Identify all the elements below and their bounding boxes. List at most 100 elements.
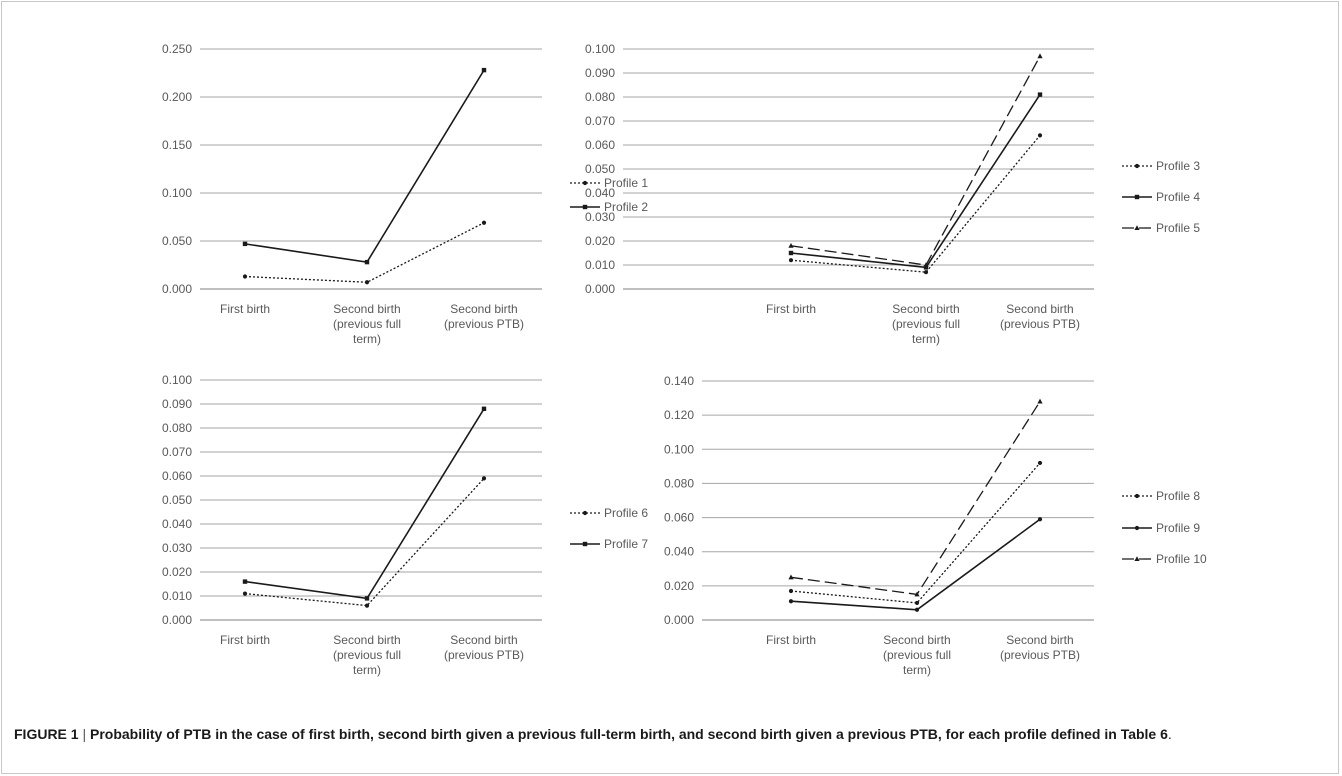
x-category-label: Second birth (previous full term) <box>333 302 401 346</box>
data-point <box>923 262 929 267</box>
x-category-label-line: Second birth <box>333 302 400 316</box>
caption-label: FIGURE 1 <box>14 726 79 742</box>
x-category-label-line: (previous PTB) <box>444 648 524 662</box>
y-tick-label: 0.020 <box>585 234 615 248</box>
x-category-label-line: (previous full <box>883 648 951 662</box>
legend-label: Profile 6 <box>604 506 648 520</box>
x-category-label-line: (previous PTB) <box>1000 317 1080 331</box>
x-category-label-line: term) <box>353 663 381 677</box>
y-tick-label: 0.000 <box>162 282 192 296</box>
data-point <box>788 588 794 594</box>
legend-label: Profile 4 <box>1156 190 1200 204</box>
data-point <box>1037 92 1043 97</box>
data-point <box>242 241 248 247</box>
x-category-label-line: (previous full <box>892 317 960 331</box>
y-tick-label: 0.040 <box>585 186 615 200</box>
x-category-label-line: Second birth <box>1006 633 1073 647</box>
data-point <box>1037 517 1043 522</box>
data-point <box>481 220 487 225</box>
data-point <box>1037 460 1043 466</box>
legend-label: Profile 9 <box>1156 521 1200 535</box>
legend-marker <box>582 510 588 516</box>
legend-label: Profile 2 <box>604 200 648 214</box>
legend-label: Profile 3 <box>1156 159 1200 173</box>
x-category-label-line: Second birth <box>883 633 950 647</box>
legend-label: Profile 1 <box>604 176 648 190</box>
x-category-label-line: Second birth <box>450 633 517 647</box>
data-point <box>923 265 929 270</box>
series-line-profile-6 <box>244 477 485 607</box>
data-point <box>364 596 370 601</box>
legend-marker <box>1134 493 1140 499</box>
series-line-profile-10 <box>790 401 1041 596</box>
y-tick-label: 0.000 <box>162 613 192 627</box>
data-point <box>788 599 794 604</box>
chart-3: 0.000 0.010 0.020 0.030 0.040 0.050 0.060 0.070… <box>162 373 648 677</box>
x-category-label: Second birth (previous PTB) <box>444 633 524 662</box>
y-tick-label: 0.100 <box>585 42 615 56</box>
legend-label: Profile 10 <box>1156 552 1207 566</box>
y-tick-label: 0.080 <box>162 421 192 435</box>
y-tick-label: 0.000 <box>664 613 694 627</box>
x-category-label: Second birth (previous full term) <box>892 302 960 346</box>
x-category-label-line: term) <box>353 332 381 346</box>
y-tick-label: 0.030 <box>162 541 192 555</box>
x-category-label-line: First birth <box>766 633 816 647</box>
data-point <box>242 579 248 584</box>
data-point <box>1037 133 1043 138</box>
y-tick-label: 0.200 <box>162 90 192 104</box>
y-tick-label: 0.040 <box>162 517 192 531</box>
data-point <box>242 274 248 279</box>
x-category-label: Second birth (previous PTB) <box>444 302 524 331</box>
legend-marker <box>1134 525 1140 531</box>
data-point <box>788 243 794 248</box>
legend-marker <box>582 541 588 547</box>
caption-end: . <box>1167 726 1172 742</box>
x-category-label-line: term) <box>903 663 931 677</box>
legend-marker <box>582 204 588 210</box>
y-tick-label: 0.100 <box>162 186 192 200</box>
x-category-label-line: First birth <box>766 302 816 316</box>
data-point <box>481 406 487 411</box>
data-point <box>914 600 920 606</box>
data-point <box>481 476 487 481</box>
y-tick-label: 0.020 <box>664 579 694 593</box>
chart-1: 0.000 0.050 0.100 0.150 0.200 0.250 First birt… <box>162 42 648 346</box>
x-category-label-line: Second birth <box>450 302 517 316</box>
caption-separator: | <box>78 726 90 742</box>
x-category-label-line: (previous full <box>333 317 401 331</box>
x-category-label-line: (previous PTB) <box>1000 648 1080 662</box>
y-tick-label: 0.020 <box>162 565 192 579</box>
series-line-profile-2 <box>244 69 485 263</box>
x-category-label: First birth <box>766 633 816 647</box>
x-category-label: Second birth (previous PTB) <box>1000 633 1080 662</box>
y-tick-label: 0.250 <box>162 42 192 56</box>
x-category-label-line: Second birth <box>892 302 959 316</box>
chart-2: 0.000 0.010 0.020 0.030 0.040 0.050 0.060 0.070… <box>585 42 1200 346</box>
figure-caption: FIGURE 1 | Probability of PTB in the cas… <box>14 724 1330 744</box>
y-tick-label: 0.010 <box>162 589 192 603</box>
x-category-label-line: (previous full <box>333 648 401 662</box>
legend-label: Profile 8 <box>1156 489 1200 503</box>
data-point <box>788 574 794 580</box>
y-tick-label: 0.120 <box>664 408 694 422</box>
data-point <box>914 591 920 597</box>
y-tick-label: 0.090 <box>585 66 615 80</box>
y-tick-label: 0.040 <box>664 545 694 559</box>
legend-marker <box>1134 225 1140 230</box>
y-tick-label: 0.060 <box>664 511 694 525</box>
series-line-profile-1 <box>244 222 485 283</box>
legend-label: Profile 5 <box>1156 221 1200 235</box>
x-category-label: Second birth (previous full term) <box>333 633 401 677</box>
y-tick-label: 0.100 <box>162 373 192 387</box>
data-point <box>1037 53 1043 59</box>
y-tick-label: 0.050 <box>162 234 192 248</box>
data-point <box>242 591 248 596</box>
y-tick-label: 0.070 <box>585 114 615 128</box>
x-category-label-line: Second birth <box>333 633 400 647</box>
y-tick-label: 0.010 <box>585 258 615 272</box>
legend-marker <box>582 180 588 186</box>
x-category-label: First birth <box>766 302 816 316</box>
legend-label: Profile 7 <box>604 537 648 551</box>
